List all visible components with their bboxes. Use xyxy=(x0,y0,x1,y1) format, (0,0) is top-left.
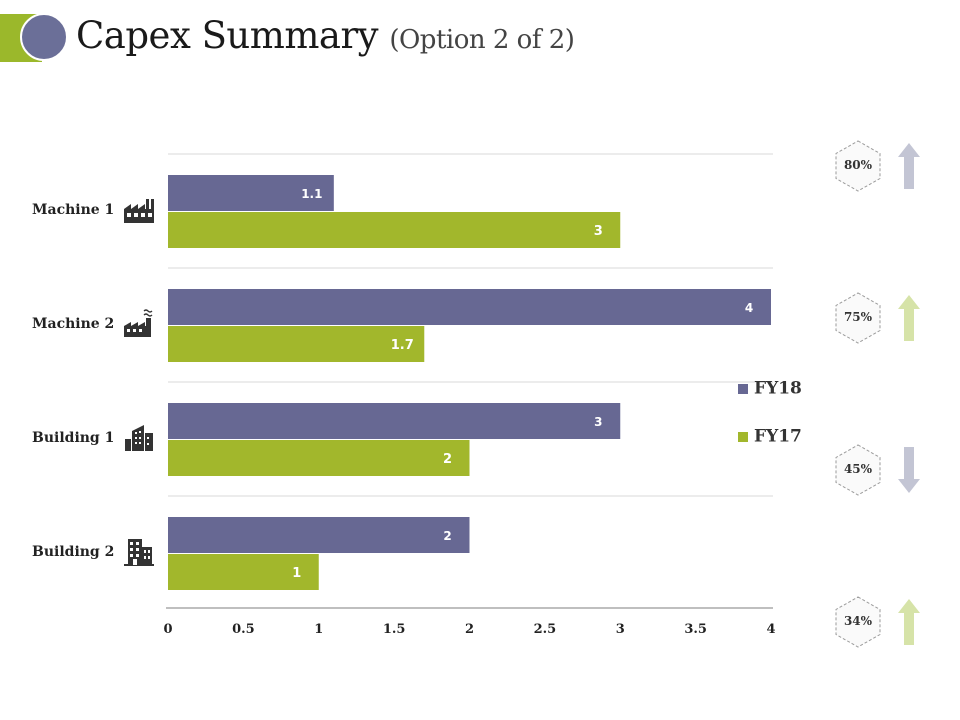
x-tick-label: 1.5 xyxy=(383,622,406,637)
factory-smoke-icon xyxy=(122,309,156,339)
bar-fy18 xyxy=(168,289,771,325)
data-label: 2 xyxy=(443,529,451,543)
office-building-icon xyxy=(122,423,156,453)
bar-fy17 xyxy=(168,440,470,476)
factory-icon xyxy=(122,195,156,225)
indicator-value: 45% xyxy=(843,462,873,476)
x-tick-label: 2.5 xyxy=(534,622,557,637)
bar-fy18 xyxy=(168,403,621,439)
data-label: 1.7 xyxy=(391,338,414,353)
category-label: Machine 1 xyxy=(32,202,115,218)
x-tick-label: 2 xyxy=(465,622,474,637)
category-label: Building 2 xyxy=(32,544,115,560)
x-tick-label: 4 xyxy=(766,622,775,637)
indicator-value: 80% xyxy=(843,158,873,172)
bar-fy18 xyxy=(168,517,470,553)
data-label: 1 xyxy=(292,566,301,581)
x-tick-label: 3 xyxy=(616,622,625,637)
indicator-value: 34% xyxy=(843,614,873,628)
x-tick-label: 0 xyxy=(163,622,172,637)
title-accent-circle xyxy=(20,13,68,61)
title-text: Capex Summary xyxy=(76,14,379,57)
hexagon-badge xyxy=(834,444,882,496)
legend-label: FY17 xyxy=(754,426,802,447)
x-tick-label: 3.5 xyxy=(684,622,707,637)
arrow-up-icon xyxy=(898,295,920,341)
arrow-up-icon xyxy=(898,599,920,645)
apartment-building-icon xyxy=(122,537,156,567)
legend-item: FY17 xyxy=(738,426,802,447)
data-label: 1.1 xyxy=(301,187,322,201)
category-label: Building 1 xyxy=(32,430,115,446)
data-label: 2 xyxy=(443,452,452,467)
hexagon-badge xyxy=(834,292,882,344)
x-tick-label: 1 xyxy=(314,622,323,637)
slide-title: Capex Summary (Option 2 of 2) xyxy=(76,14,575,57)
hexagon-badge xyxy=(834,140,882,192)
data-label: 3 xyxy=(594,224,603,239)
x-tick-label: 0.5 xyxy=(232,622,255,637)
indicator-value: 75% xyxy=(843,310,873,324)
data-label: 4 xyxy=(745,301,753,315)
bar-fy17 xyxy=(168,554,319,590)
legend-swatch xyxy=(738,431,748,442)
bar-fy17 xyxy=(168,212,621,248)
title-subtitle: (Option 2 of 2) xyxy=(389,25,575,55)
data-label: 3 xyxy=(594,415,602,429)
bar-fy18 xyxy=(168,175,334,211)
arrow-up-icon xyxy=(898,143,920,189)
arrow-down-icon xyxy=(898,447,920,493)
legend-item: FY18 xyxy=(738,378,802,399)
hexagon-badge xyxy=(834,596,882,648)
legend-swatch xyxy=(738,383,748,394)
legend-label: FY18 xyxy=(754,378,802,399)
bar-fy17 xyxy=(168,326,425,362)
category-label: Machine 2 xyxy=(32,316,115,332)
